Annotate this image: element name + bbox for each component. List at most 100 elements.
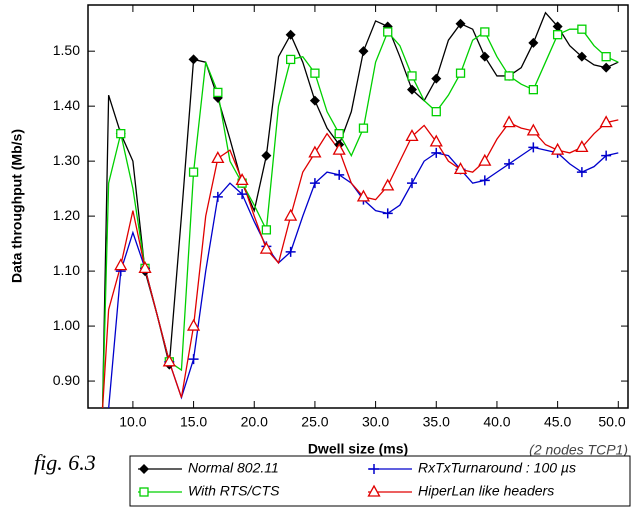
marker xyxy=(358,46,369,57)
marker xyxy=(308,145,322,158)
marker xyxy=(429,134,443,147)
marker xyxy=(551,142,565,155)
marker xyxy=(186,318,201,331)
x-tick-label: 30.0 xyxy=(362,414,389,430)
marker xyxy=(478,153,492,166)
marker xyxy=(431,107,441,117)
marker xyxy=(188,167,199,177)
legend-marker xyxy=(139,487,149,497)
marker xyxy=(479,51,490,62)
marker xyxy=(259,241,273,254)
marker xyxy=(528,85,538,95)
marker xyxy=(261,225,272,235)
marker xyxy=(504,158,515,169)
marker xyxy=(332,142,346,155)
marker xyxy=(235,173,249,186)
marker xyxy=(285,246,296,257)
marker xyxy=(599,115,613,128)
marker xyxy=(405,129,419,142)
y-axis-label: Data throughput (Mb/s) xyxy=(9,129,25,283)
marker xyxy=(356,189,371,202)
marker xyxy=(381,178,395,191)
marker xyxy=(504,71,514,81)
marker xyxy=(601,150,612,161)
marker xyxy=(526,123,540,136)
x-tick-label: 35.0 xyxy=(423,414,450,430)
marker xyxy=(601,62,612,73)
marker xyxy=(455,18,466,29)
marker xyxy=(407,84,417,95)
marker xyxy=(310,68,320,78)
figure-caption: fig. 6.3 xyxy=(34,450,96,475)
series-line xyxy=(102,146,619,408)
marker xyxy=(138,261,152,274)
legend-marker xyxy=(367,484,381,497)
series-line xyxy=(101,119,619,408)
marker xyxy=(407,178,417,189)
marker xyxy=(334,129,344,139)
marker xyxy=(237,189,248,200)
annotation: (2 nodes TCP1) xyxy=(529,442,628,458)
y-tick-label: 0.90 xyxy=(53,372,80,388)
legend-label: HiperLan like headers xyxy=(418,483,554,499)
marker xyxy=(162,354,176,367)
marker xyxy=(577,24,587,34)
marker xyxy=(211,151,225,164)
y-tick-label: 1.00 xyxy=(53,317,80,333)
marker xyxy=(407,71,417,81)
x-tick-label: 45.0 xyxy=(544,414,571,430)
marker xyxy=(284,208,298,221)
x-tick-label: 10.0 xyxy=(119,414,146,430)
marker xyxy=(575,140,589,153)
marker xyxy=(552,21,563,32)
marker xyxy=(286,54,296,65)
marker xyxy=(383,27,393,37)
legend-marker xyxy=(369,464,379,474)
x-tick-label: 40.0 xyxy=(483,414,510,430)
y-tick-label: 1.20 xyxy=(53,207,80,223)
marker xyxy=(116,129,126,139)
marker xyxy=(114,258,128,271)
x-axis-label: Dwell size (ms) xyxy=(308,441,408,457)
marker xyxy=(528,37,539,48)
marker xyxy=(453,162,468,175)
marker xyxy=(382,208,393,219)
marker xyxy=(601,52,611,62)
marker xyxy=(528,142,539,153)
marker xyxy=(502,115,516,128)
marker xyxy=(188,54,199,65)
marker xyxy=(261,150,272,161)
x-tick-label: 20.0 xyxy=(241,414,268,430)
y-tick-label: 1.10 xyxy=(53,262,80,278)
marker xyxy=(431,147,442,158)
marker xyxy=(576,167,587,178)
marker xyxy=(309,178,320,189)
y-tick-label: 1.50 xyxy=(53,42,80,58)
marker xyxy=(455,68,466,78)
marker xyxy=(285,29,296,40)
legend-label: Normal 802.11 xyxy=(188,460,279,476)
marker xyxy=(212,191,223,202)
y-tick-label: 1.40 xyxy=(53,97,80,113)
marker xyxy=(431,73,442,84)
legend-marker xyxy=(139,464,149,474)
x-tick-label: 15.0 xyxy=(180,414,207,430)
series-line xyxy=(101,11,619,408)
legend-label: RxTxTurnaround : 100 µs xyxy=(418,460,576,476)
marker xyxy=(480,27,490,37)
marker xyxy=(213,87,223,98)
legend-label: With RTS/CTS xyxy=(188,483,280,499)
y-tick-label: 1.30 xyxy=(53,152,80,168)
marker xyxy=(334,169,345,180)
plot-layer xyxy=(101,11,619,408)
plot-frame xyxy=(87,4,629,409)
x-tick-label: 25.0 xyxy=(301,414,328,430)
series-line xyxy=(101,28,619,408)
x-tick-label: 50.0 xyxy=(598,414,625,430)
marker xyxy=(479,175,490,186)
marker xyxy=(552,30,563,40)
marker xyxy=(358,123,369,133)
legend-box xyxy=(129,455,631,507)
marker xyxy=(576,51,587,62)
